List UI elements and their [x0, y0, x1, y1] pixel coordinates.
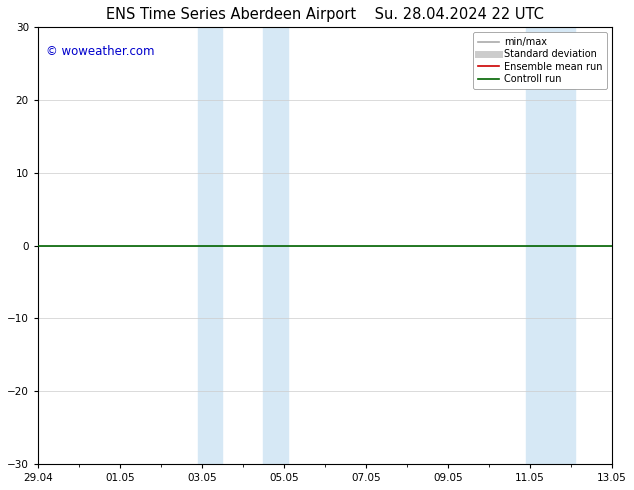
Text: © woweather.com: © woweather.com: [46, 45, 155, 58]
Bar: [264, 27, 288, 464]
Title: ENS Time Series Aberdeen Airport    Su. 28.04.2024 22 UTC: ENS Time Series Aberdeen Airport Su. 28.…: [106, 7, 544, 22]
Legend: min/max, Standard deviation, Ensemble mean run, Controll run: min/max, Standard deviation, Ensemble me…: [473, 32, 607, 89]
Bar: [198, 27, 223, 464]
Bar: [526, 27, 551, 464]
Bar: [551, 27, 575, 464]
